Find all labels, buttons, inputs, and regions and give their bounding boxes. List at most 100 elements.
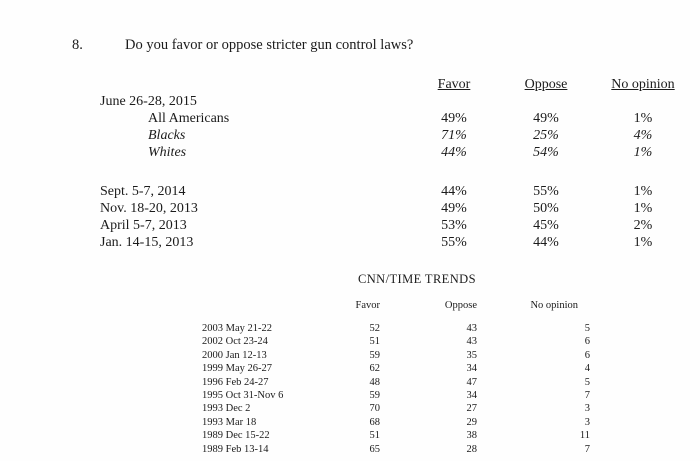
favor-value: 53% xyxy=(441,218,467,233)
subgroup-label: Blacks xyxy=(148,128,186,143)
trend-row: 2003 May 21-22 52 43 5 xyxy=(202,322,590,335)
poll-date-label: Jan. 14-15, 2013 xyxy=(100,235,194,250)
poll-date-label: Sept. 5-7, 2014 xyxy=(100,184,186,199)
oppose-value: 45% xyxy=(533,218,559,233)
favor-value: 65 xyxy=(369,443,381,455)
favor-value: 44% xyxy=(441,145,467,160)
no-opinion-value: 6 xyxy=(584,336,590,348)
no-opinion-value: 3 xyxy=(584,416,590,428)
table-row: Blacks 71% 25% 4% xyxy=(100,127,682,144)
no-opinion-value: 4% xyxy=(633,128,653,143)
trend-date-label: 2000 Jan 12-13 xyxy=(202,349,267,361)
oppose-value: 54% xyxy=(533,145,559,160)
trend-date-label: 1999 May 26-27 xyxy=(202,363,272,375)
favor-value: 70 xyxy=(369,403,381,415)
subgroup-label: Whites xyxy=(148,145,187,160)
trend-date-label: 1993 Dec 2 xyxy=(202,403,251,415)
no-opinion-value: 7 xyxy=(584,443,590,455)
header-spacer-cell xyxy=(100,76,420,93)
trends-column-header-favor: Favor xyxy=(355,300,381,311)
favor-value: 59 xyxy=(369,390,381,402)
no-opinion-value: 2% xyxy=(633,218,653,233)
no-opinion-value: 4 xyxy=(584,363,590,375)
trend-date-label: 2002 Oct 23-24 xyxy=(202,336,268,348)
oppose-value: 47 xyxy=(466,376,478,388)
trend-row: 1993 Dec 2 70 27 3 xyxy=(202,402,590,415)
no-opinion-value: 6 xyxy=(584,349,590,361)
table-row: Sept. 5-7, 2014 44% 55% 1% xyxy=(100,183,682,200)
favor-value: 44% xyxy=(441,184,467,199)
question-line: 8. Do you favor or oppose stricter gun co… xyxy=(72,37,682,54)
trend-date-label: 1995 Oct 31-Nov 6 xyxy=(202,390,284,402)
trend-row: 1995 Oct 31-Nov 6 59 34 7 xyxy=(202,389,590,402)
trend-date-label: 1989 Dec 15-22 xyxy=(202,430,270,442)
trend-row: 2002 Oct 23-24 51 43 6 xyxy=(202,335,590,348)
oppose-value: 44% xyxy=(533,235,559,250)
main-results-table: Favor Oppose No opinion June 26-28, 2015… xyxy=(100,76,682,251)
no-opinion-value: 7 xyxy=(584,390,590,402)
favor-value: 52 xyxy=(369,323,381,334)
no-opinion-value: 3 xyxy=(584,403,590,415)
table-row: Whites 44% 54% 1% xyxy=(100,144,682,161)
question-number: 8. xyxy=(72,37,83,53)
no-opinion-value: 1% xyxy=(633,145,653,160)
favor-value: 48 xyxy=(369,376,381,388)
favor-value: 71% xyxy=(441,128,467,143)
favor-value: 51 xyxy=(369,336,381,348)
table-row: April 5-7, 2013 53% 45% 2% xyxy=(100,217,682,234)
poll-date-label: Nov. 18-20, 2013 xyxy=(100,201,198,216)
oppose-value: 27 xyxy=(466,403,478,415)
poll-date-label: April 5-7, 2013 xyxy=(100,218,187,233)
oppose-value: 34 xyxy=(466,390,478,402)
favor-value: 59 xyxy=(369,349,381,361)
trend-date-label: 1993 Mar 18 xyxy=(202,416,257,428)
table-row: June 26-28, 2015 xyxy=(100,93,682,110)
oppose-value: 35 xyxy=(466,349,478,361)
favor-value: 68 xyxy=(369,416,381,428)
trend-date-label: 1996 Feb 24-27 xyxy=(202,376,269,388)
trend-row: 1996 Feb 24-27 48 47 5 xyxy=(202,376,590,389)
trend-row: 1989 Dec 15-22 51 38 11 xyxy=(202,429,590,442)
trend-date-label: 1989 Feb 13-14 xyxy=(202,443,269,455)
trend-date-label: 2003 May 21-22 xyxy=(202,323,272,334)
oppose-value: 49% xyxy=(533,111,559,126)
oppose-value: 25% xyxy=(533,128,559,143)
oppose-value: 38 xyxy=(466,430,478,442)
favor-value: 55% xyxy=(441,235,467,250)
trends-section-title: CNN/TIME TRENDS xyxy=(358,272,476,286)
no-opinion-value: 5 xyxy=(584,323,590,334)
trend-row: 1999 May 26-27 62 34 4 xyxy=(202,362,590,375)
trend-row: 1989 Feb 13-14 65 28 7 xyxy=(202,443,590,456)
column-header-favor: Favor xyxy=(437,77,471,92)
favor-value: 62 xyxy=(369,363,381,375)
subgroup-label: All Americans xyxy=(148,111,230,126)
no-opinion-value: 11 xyxy=(579,430,590,442)
oppose-value: 34 xyxy=(466,363,478,375)
oppose-value: 29 xyxy=(466,416,478,428)
table-row: Jan. 14-15, 2013 55% 44% 1% xyxy=(100,234,682,251)
oppose-value: 43 xyxy=(466,323,478,334)
oppose-value: 28 xyxy=(466,443,478,455)
spacer-row xyxy=(100,161,682,183)
trends-table: Favor Oppose No opinion 2003 May 21-22 5… xyxy=(202,300,590,456)
oppose-value: 43 xyxy=(466,336,478,348)
question-text: Do you favor or oppose stricter gun cont… xyxy=(125,37,414,53)
column-header-oppose: Oppose xyxy=(524,77,568,92)
table-row: Nov. 18-20, 2013 49% 50% 1% xyxy=(100,200,682,217)
no-opinion-value: 1% xyxy=(633,235,653,250)
table-row: All Americans 49% 49% 1% xyxy=(100,110,682,127)
trends-header-row: Favor Oppose No opinion xyxy=(202,300,590,322)
oppose-value: 50% xyxy=(533,201,559,216)
favor-value: 51 xyxy=(369,430,381,442)
no-opinion-value: 5 xyxy=(584,376,590,388)
trends-column-header-no-opinion: No opinion xyxy=(530,300,578,311)
no-opinion-value: 1% xyxy=(633,184,653,199)
column-header-no-opinion: No opinion xyxy=(611,77,675,92)
no-opinion-value: 1% xyxy=(633,111,653,126)
trend-row: 2000 Jan 12-13 59 35 6 xyxy=(202,349,590,362)
favor-value: 49% xyxy=(441,201,467,216)
main-header-row: Favor Oppose No opinion xyxy=(100,76,682,93)
trend-row: 1993 Mar 18 68 29 3 xyxy=(202,416,590,429)
no-opinion-value: 1% xyxy=(633,201,653,216)
